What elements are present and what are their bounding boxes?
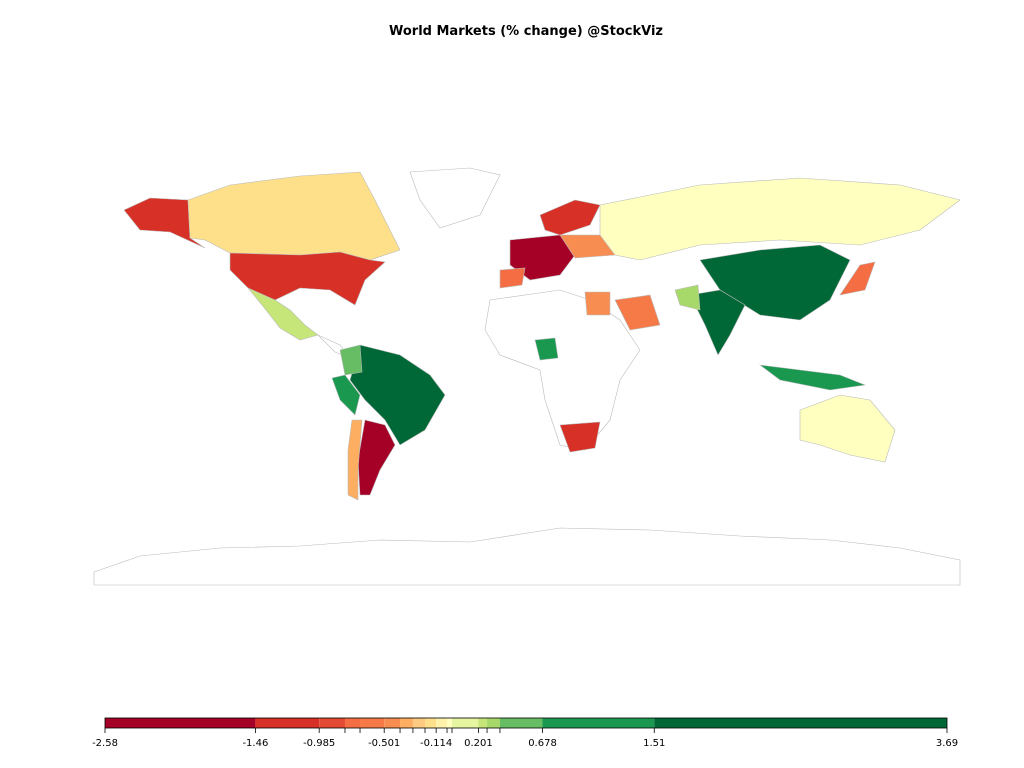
colombia <box>339 344 363 376</box>
usa <box>229 251 386 306</box>
legend-tick-label: 0.201 <box>464 738 493 749</box>
legend-tick-label: -0.985 <box>303 738 335 749</box>
legend-swatch <box>105 718 256 728</box>
egypt <box>584 291 611 316</box>
legend-swatch <box>360 718 385 728</box>
brazil <box>349 344 446 446</box>
spain <box>499 267 526 289</box>
legend-swatch <box>319 718 345 728</box>
legend-frame <box>104 717 948 729</box>
legend-tick-label: -0.501 <box>368 738 400 749</box>
legend-swatch <box>447 718 453 728</box>
greenland <box>409 167 501 229</box>
legend-tick-label: -2.58 <box>92 738 118 749</box>
legend-tick-label: 0.678 <box>528 738 557 749</box>
legend: -2.58 -1.46 -0.985 -0.501 -0.114 0.201 0.678 1.… <box>92 717 958 749</box>
peru <box>331 374 361 416</box>
nigeria <box>534 337 559 361</box>
world-map <box>93 167 961 586</box>
argentina <box>357 419 396 496</box>
legend-swatch <box>654 718 947 728</box>
indonesia <box>758 364 867 391</box>
canada <box>187 171 401 261</box>
legend-swatch <box>255 718 320 728</box>
australia <box>799 394 896 463</box>
south-africa <box>559 421 601 453</box>
india <box>689 289 746 356</box>
legend-swatch <box>499 718 543 728</box>
legend-swatch <box>436 718 448 728</box>
map-title: World Markets (% change) @StockViz <box>389 24 663 39</box>
alaska <box>123 197 206 249</box>
legend-swatch <box>412 718 426 728</box>
legend-swatch <box>400 718 413 728</box>
pakistan <box>674 284 701 311</box>
legend-tick-label: -1.46 <box>242 738 268 749</box>
legend-swatch <box>384 718 401 728</box>
legend-tick-label: 1.51 <box>643 738 665 749</box>
legend-swatch <box>478 718 488 728</box>
legend-tick-label: -0.114 <box>420 738 452 749</box>
saudi-arabia <box>614 294 661 331</box>
legend-tick-label: 3.69 <box>936 738 958 749</box>
legend-swatch <box>487 718 500 728</box>
scandinavia <box>539 199 601 236</box>
legend-swatch <box>425 718 437 728</box>
antarctica <box>93 527 961 586</box>
chile <box>347 419 363 501</box>
japan <box>839 261 876 296</box>
legend-swatch <box>452 718 479 728</box>
legend-swatch <box>344 718 361 728</box>
legend-swatch <box>542 718 655 728</box>
russia <box>599 177 961 261</box>
